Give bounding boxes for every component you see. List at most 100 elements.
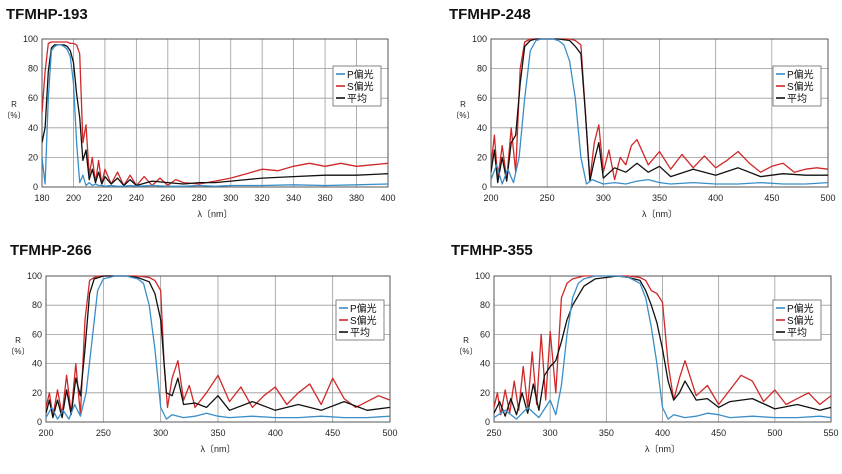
chart-svg: 200 250 300 350 400 450 500 0 20 40 60 80 100 λ〔nm〕 R 〔… [451,34,835,219]
y-tick-label: 80 [477,64,487,74]
chart-panel-193: TFMHP-193 180 200 220 240 260 280 300 320 340 360… [0,0,421,234]
x-axis-label: λ〔nm〕 [197,209,232,219]
y-tick-label: 60 [480,329,490,339]
legend-entry: 平均 [350,327,370,339]
chart-title: TFMHP-248 [449,6,531,23]
series-line [46,275,390,420]
x-tick-label: 400 [268,428,283,438]
legend-entry: S偏光 [350,314,377,327]
x-tick-label: 450 [711,428,726,438]
x-tick-label: 300 [543,428,558,438]
x-tick-label: 250 [486,428,501,438]
plot-frame [493,275,832,423]
chart-title: TFMHP-355 [451,242,533,259]
x-tick-label: 350 [652,193,667,203]
legend-entry: 平均 [787,93,807,105]
chart-svg: 200 250 300 350 400 450 500 0 20 40 60 80 100 λ〔nm〕 R 〔… [6,271,397,454]
chart-panel-266: TFMHP-266 200 250 300 350 400 450 500 0 20 40 60 80… [0,234,421,469]
y-tick-label: 20 [28,152,38,162]
legend-entry: 平均 [787,327,807,339]
x-tick-label: 280 [192,193,207,203]
y-tick-label: 40 [32,359,42,369]
chart-title: TFMHP-266 [10,242,92,259]
y-tick-label: 60 [32,329,42,339]
y-tick-label: 100 [472,34,487,44]
series-line [491,38,828,184]
x-tick-label: 350 [210,428,225,438]
legend-entry: P偏光 [347,68,374,81]
legend-entry: P偏光 [350,302,377,315]
series-line [494,275,831,420]
x-tick-label: 200 [66,193,81,203]
chart-svg: 250 300 350 400 450 500 550 0 20 40 60 80 100 λ〔nm〕 R 〔… [454,271,838,454]
x-tick-label: 500 [820,193,835,203]
y-axis-label: R 〔%〕 [2,100,25,120]
series-line [491,38,828,185]
y-tick-label: 100 [27,271,42,281]
series-line [46,275,390,419]
x-tick-label: 300 [223,193,238,203]
chart-panel-355: TFMHP-355 250 300 350 400 450 500 550 0 20 40 60 80… [421,234,842,469]
y-tick-label: 20 [480,388,490,398]
x-tick-label: 250 [540,193,555,203]
y-tick-label: 40 [480,359,490,369]
x-tick-label: 260 [160,193,175,203]
y-tick-label: 60 [28,93,38,103]
plot-frame [490,38,829,188]
y-tick-label: 40 [477,123,487,133]
x-tick-label: 500 [382,428,397,438]
x-tick-label: 550 [823,428,838,438]
x-tick-label: 250 [96,428,111,438]
y-tick-label: 20 [32,388,42,398]
x-tick-label: 450 [764,193,779,203]
x-tick-label: 180 [34,193,49,203]
legend-entry: 平均 [347,93,367,105]
x-tick-label: 380 [349,193,364,203]
legend-entry: S偏光 [347,80,374,93]
y-tick-label: 40 [28,123,38,133]
x-tick-label: 240 [129,193,144,203]
x-tick-label: 200 [38,428,53,438]
y-tick-label: 0 [485,417,490,427]
y-tick-label: 0 [33,182,38,192]
y-axis-label: R 〔%〕 [451,100,474,120]
y-tick-label: 100 [23,34,38,44]
series-line [491,38,828,181]
y-tick-label: 80 [28,64,38,74]
y-tick-label: 0 [482,182,487,192]
series-line [42,41,388,187]
plot-frame [45,275,391,423]
x-tick-label: 340 [286,193,301,203]
x-tick-label: 320 [255,193,270,203]
y-tick-label: 100 [475,271,490,281]
x-axis-label: λ〔nm〕 [642,209,677,219]
y-tick-label: 20 [477,152,487,162]
x-tick-label: 400 [380,193,395,203]
x-tick-label: 350 [599,428,614,438]
chart-panel-248: TFMHP-248 200 250 300 350 400 450 500 0 20 40 60 80… [421,0,842,234]
x-tick-label: 450 [325,428,340,438]
y-tick-label: 80 [32,300,42,310]
chart-title: TFMHP-193 [6,6,88,23]
legend-entry: P偏光 [787,68,814,81]
y-tick-label: 60 [477,93,487,103]
x-tick-label: 300 [153,428,168,438]
y-axis-label: R 〔%〕 [454,336,477,356]
x-tick-label: 200 [483,193,498,203]
y-tick-label: 80 [480,300,490,310]
x-axis-label: λ〔nm〕 [645,444,680,454]
plot-area [42,39,388,187]
legend-entry: P偏光 [787,302,814,315]
chart-svg: 180 200 220 240 260 280 300 320 340 360 380 400 0 20 4… [2,34,395,219]
x-tick-label: 360 [318,193,333,203]
x-tick-label: 220 [97,193,112,203]
legend-entry: S偏光 [787,314,814,327]
x-tick-label: 400 [655,428,670,438]
series-line [494,275,831,416]
x-tick-label: 400 [708,193,723,203]
series-line [46,275,390,417]
